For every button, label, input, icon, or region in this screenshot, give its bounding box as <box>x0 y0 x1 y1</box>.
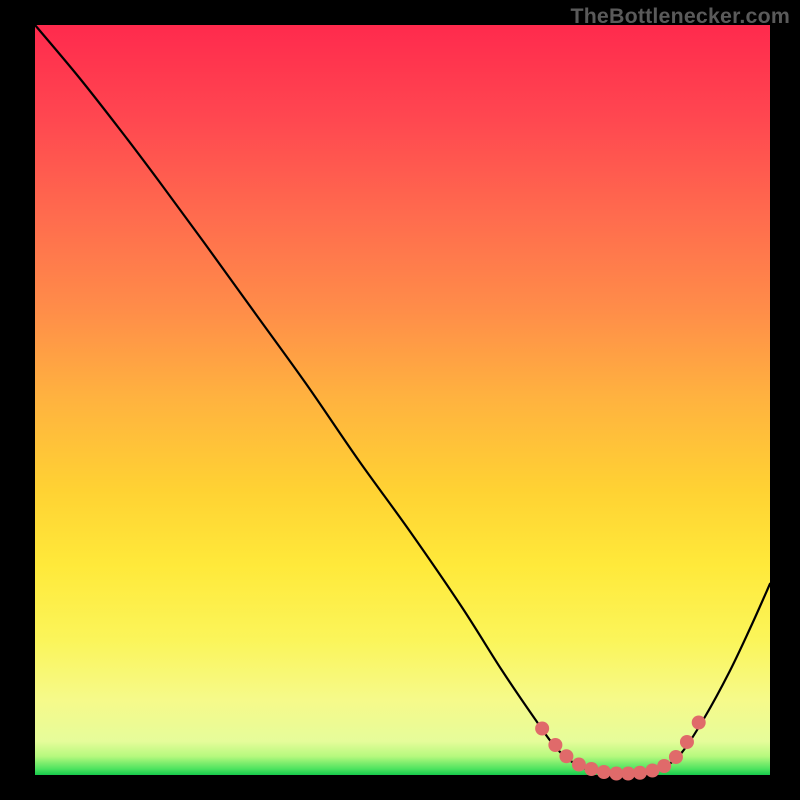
highlight-marker <box>680 735 694 749</box>
highlight-marker <box>597 765 611 779</box>
stage: TheBottlenecker.com <box>0 0 800 800</box>
highlight-marker <box>572 758 586 772</box>
highlight-marker <box>692 716 706 730</box>
highlight-marker <box>657 759 671 773</box>
highlight-marker <box>633 766 647 780</box>
chart-svg <box>0 0 800 800</box>
highlight-marker <box>535 722 549 736</box>
highlight-marker <box>669 750 683 764</box>
highlight-marker <box>548 738 562 752</box>
highlight-marker <box>559 749 573 763</box>
highlight-marker <box>584 762 598 776</box>
watermark: TheBottlenecker.com <box>570 4 790 29</box>
gradient-background <box>35 25 770 775</box>
